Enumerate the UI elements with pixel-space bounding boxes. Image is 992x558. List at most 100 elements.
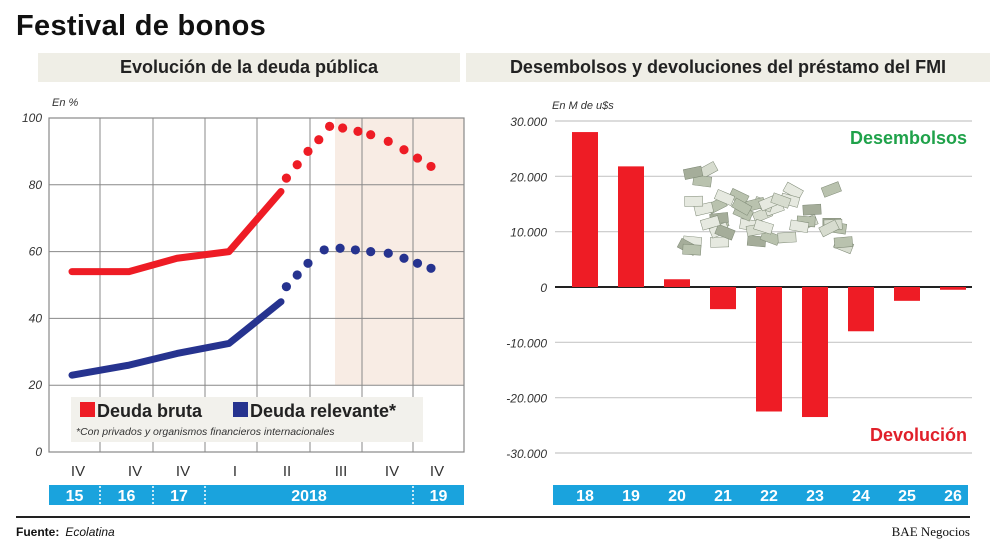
banknote [682, 243, 702, 256]
banknote [682, 165, 704, 180]
bar-21 [710, 287, 736, 310]
projection-dot [383, 248, 393, 258]
banknote [713, 189, 736, 206]
x-tick-label: II [283, 463, 291, 480]
banknote [789, 219, 810, 234]
bar-23 [802, 287, 828, 418]
projection-dot [281, 173, 291, 183]
x-tick-label: 19 [622, 488, 640, 505]
y-tick-label: 0 [540, 281, 547, 295]
y-tick-label: 0 [35, 445, 42, 459]
legend-note: *Con privados y organismos financieros i… [76, 426, 335, 438]
x-tick-label: 25 [898, 488, 916, 505]
projection-dot [325, 121, 335, 131]
bar-25 [894, 287, 920, 301]
series-line-0 [68, 187, 285, 276]
annotation-desembolsos: Desembolsos [850, 128, 967, 148]
y-tick-label: 100 [22, 111, 42, 125]
banknote [684, 195, 704, 207]
projection-dot [399, 145, 409, 155]
source-name: Ecolatina [65, 525, 115, 539]
y-tick-label: 20 [28, 378, 43, 392]
y-tick-label: 40 [29, 311, 43, 325]
bar-22 [756, 287, 782, 412]
banknote [699, 215, 721, 231]
year-label: 2018 [291, 488, 327, 505]
y-tick-label: 30.000 [510, 115, 547, 129]
x-tick-label: IV [430, 463, 444, 480]
y-unit-label: En M de u$s [552, 100, 614, 112]
projection-dot [314, 135, 324, 145]
projection-dot [292, 160, 302, 170]
bar-18 [572, 132, 598, 287]
source-note: Fuente: Ecolatina [16, 525, 115, 539]
imf-bar-chart: -30.000 -20.000 -10.000 0 10.000 20.000 30.000… [506, 100, 972, 505]
projection-dot [399, 253, 409, 263]
projection-dot [303, 146, 313, 156]
projection-dot [426, 161, 436, 172]
banknote [714, 223, 736, 241]
x-tick-label: 18 [576, 488, 594, 505]
banknote [710, 236, 729, 248]
year-label: 19 [430, 488, 448, 505]
banknote [820, 181, 842, 198]
annotation-devolucion: Devolución [870, 425, 967, 445]
banknote [777, 231, 797, 244]
page-title: Festival de bonos [16, 10, 267, 42]
banknote [753, 218, 774, 235]
x-tick-label: IV [71, 463, 85, 480]
projection-dot [426, 263, 436, 273]
y-tick-label: 80 [29, 178, 43, 192]
projection-dot [383, 136, 393, 146]
x-tick-label: 21 [714, 488, 732, 505]
x-tick-label: III [335, 463, 348, 480]
x-tick-label: 23 [806, 488, 824, 505]
y-tick-label: -20.000 [506, 392, 547, 406]
projection-dot [338, 123, 348, 133]
x-tick-label: 24 [852, 488, 870, 505]
x-tick-label: 20 [668, 488, 686, 505]
bar-24 [848, 287, 874, 332]
projection-dot [319, 245, 329, 255]
y-tick-label: 20.000 [509, 170, 547, 184]
legend-label: Deuda bruta [97, 401, 203, 421]
y-tick-label: -30.000 [506, 447, 547, 461]
projection-dot [303, 258, 313, 268]
projection-dot [353, 126, 363, 136]
projection-dot [366, 247, 376, 257]
projection-dot [350, 245, 360, 255]
y-unit-label: En % [52, 97, 79, 109]
banknote [818, 219, 840, 238]
x-tick-label: IV [176, 463, 190, 480]
legend-swatch [233, 402, 248, 417]
projection-dot [412, 153, 423, 163]
projection-dot [366, 130, 376, 140]
y-tick-label: -10.000 [506, 336, 547, 350]
year-label: 17 [170, 488, 188, 505]
right-chart-subtitle: Desembolsos y devoluciones del préstamo … [466, 53, 990, 82]
projection-dot [292, 270, 302, 280]
y-tick-label: 10.000 [510, 226, 547, 240]
legend-swatch [80, 402, 95, 417]
source-label: Fuente: [16, 525, 60, 539]
money-pile-image [676, 161, 855, 256]
debt-line-chart: 0 20 40 60 80 100 En % Deuda bruta Deuda relevan… [22, 97, 465, 505]
legend-label: Deuda relevante* [250, 401, 396, 421]
x-tick-label: 26 [944, 488, 962, 505]
banknote [770, 192, 792, 209]
left-chart-subtitle: Evolución de la deuda pública [38, 53, 460, 82]
footer-divider [16, 516, 970, 518]
banknote [833, 236, 854, 249]
projection-dot [412, 258, 423, 268]
year-band [553, 485, 968, 505]
year-label: 16 [118, 488, 136, 505]
x-tick-label: 22 [760, 488, 778, 505]
bar-19 [618, 166, 644, 287]
y-tick-label: 60 [29, 245, 43, 259]
banknote [802, 203, 822, 216]
projection-dot [335, 243, 345, 253]
x-tick-label: IV [385, 463, 399, 480]
banknote [731, 197, 753, 216]
x-tick-label: I [233, 463, 237, 480]
x-tick-label: IV [128, 463, 142, 480]
